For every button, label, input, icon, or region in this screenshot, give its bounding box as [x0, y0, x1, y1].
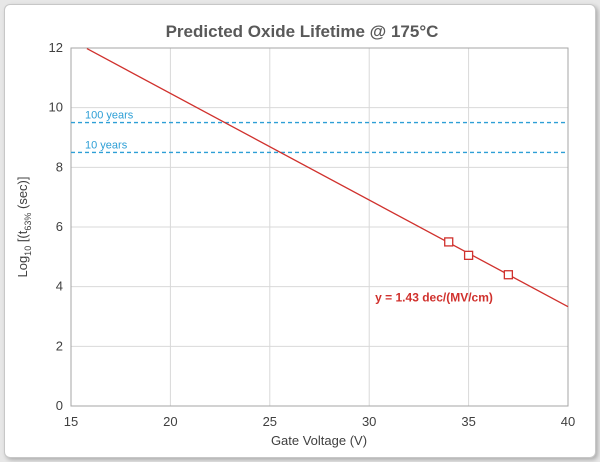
reference-line-label: 10 years: [85, 139, 128, 151]
chart-title: Predicted Oxide Lifetime @ 175°C: [166, 22, 439, 41]
grid: [71, 48, 568, 406]
plot-area-border: [70, 47, 569, 407]
x-tick-labels: 15 20 25 30 35 40: [64, 414, 575, 429]
x-tick-label: 15: [64, 414, 78, 429]
data-points: [444, 237, 514, 280]
chart-svg: Predicted Oxide Lifetime @ 175°C 100 yea…: [15, 22, 575, 448]
x-tick-label: 35: [461, 414, 475, 429]
y-axis-label-sub2: 63%: [23, 213, 33, 231]
fit-line-group: [86, 48, 569, 308]
data-point: [463, 250, 474, 260]
y-axis-label-main: Log: [15, 256, 30, 278]
x-tick-label: 40: [561, 414, 575, 429]
x-tick-label: 25: [263, 414, 277, 429]
chart-frame: Predicted Oxide Lifetime @ 175°C 100 yea…: [4, 4, 596, 458]
y-axis-label: Log10 [(t63% (sec)]: [15, 176, 33, 277]
reference-line-label: 100 years: [85, 110, 134, 122]
y-tick-label: 8: [56, 159, 63, 174]
y-tick-labels: 0 2 4 6 8 10 12: [49, 40, 63, 413]
x-tick-label: 30: [362, 414, 376, 429]
x-axis-label: Gate Voltage (V): [271, 433, 367, 448]
reference-lines: 100 years 10 years: [71, 110, 568, 154]
y-tick-label: 12: [49, 40, 63, 55]
data-point: [444, 237, 454, 247]
y-axis-label-end: (sec)]: [15, 176, 30, 212]
y-tick-label: 6: [56, 219, 63, 234]
fit-line: [86, 48, 569, 308]
y-tick-label: 4: [56, 279, 63, 294]
y-axis-label-mid: [(t: [15, 230, 30, 246]
data-point: [503, 270, 514, 280]
y-axis-label-sub: 10: [23, 246, 33, 256]
x-tick-label: 20: [163, 414, 177, 429]
y-tick-label: 10: [49, 100, 63, 115]
y-tick-label: 0: [56, 398, 63, 413]
fit-line-annotation: y = 1.43 dec/(MV/cm): [375, 291, 493, 305]
y-tick-label: 2: [56, 338, 63, 353]
